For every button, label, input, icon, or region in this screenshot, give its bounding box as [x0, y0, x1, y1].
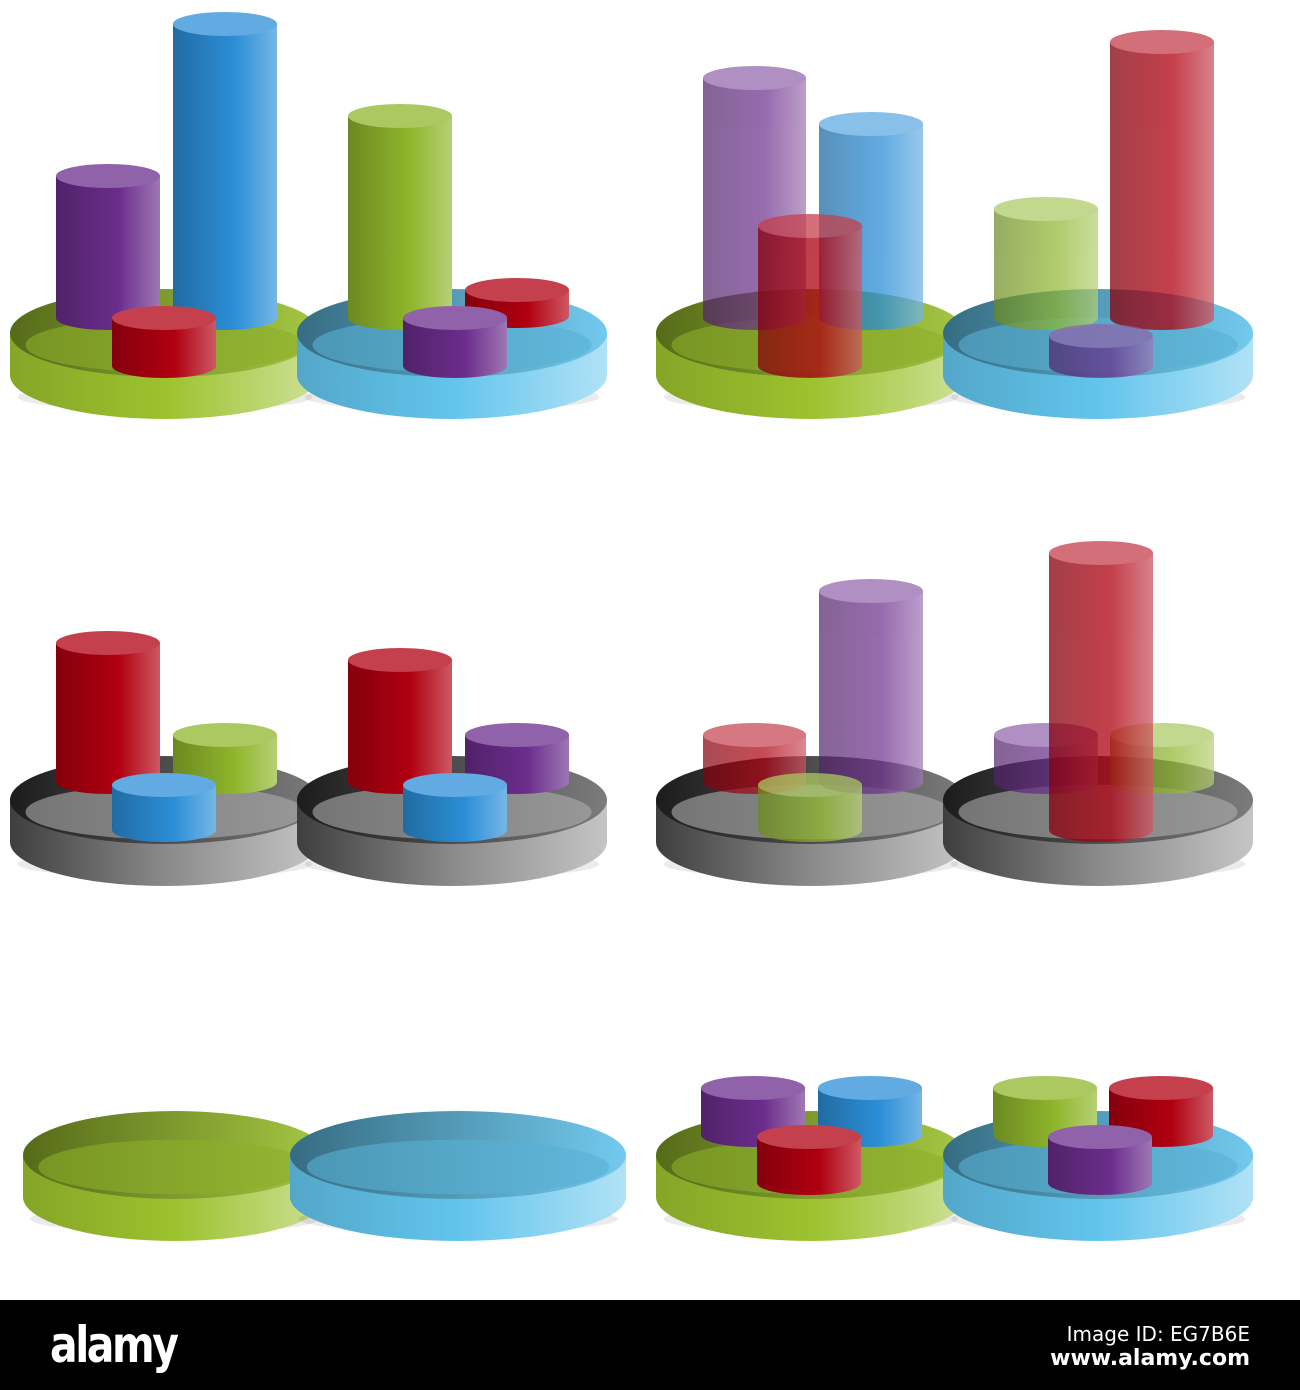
cylinder-body [403, 318, 507, 378]
cylinder-top [757, 1125, 861, 1149]
cylinder-top [465, 278, 569, 302]
site-url[interactable]: www.alamy.com [1050, 1346, 1250, 1371]
cylinder [758, 214, 862, 378]
alamy-logo: alamy [50, 1316, 179, 1374]
cylinder-body [1049, 553, 1153, 842]
cylinder [758, 773, 862, 842]
cylinder-top [1109, 1076, 1213, 1100]
image-id: Image ID: EG7B6E [1066, 1322, 1250, 1346]
cylinder-top [819, 579, 923, 603]
cylinder-top [348, 104, 452, 128]
cylinder [112, 306, 216, 378]
cylinder-top [1049, 541, 1153, 565]
cylinder [1049, 324, 1153, 378]
cylinder-body [348, 660, 452, 794]
base-disc [290, 1111, 626, 1241]
cylinder-top [1048, 1125, 1152, 1149]
cylinder-body [1049, 336, 1153, 378]
cylinder-body [348, 116, 452, 330]
base-inner [306, 1139, 610, 1195]
cylinder-top [1110, 30, 1214, 54]
cylinder [819, 579, 923, 794]
cylinder-body [819, 591, 923, 794]
cylinder-charts-artwork [10, 12, 1253, 1241]
cylinder-top [993, 1076, 1097, 1100]
cylinder [1049, 541, 1153, 842]
cylinder-top [1049, 324, 1153, 348]
cylinder-top [56, 631, 160, 655]
cylinder [112, 773, 216, 842]
footer-bar: alamy Image ID: EG7B6E www.alamy.com [0, 1300, 1300, 1390]
cylinder [403, 773, 507, 842]
cylinder [56, 631, 160, 794]
cylinder [348, 104, 452, 330]
cylinder-top [112, 773, 216, 797]
cylinder-body [173, 24, 277, 330]
cylinder-top [701, 1076, 805, 1100]
cylinder-body [56, 643, 160, 794]
cylinder-top [819, 112, 923, 136]
cylinder-top [173, 12, 277, 36]
base-disc [23, 1111, 327, 1241]
cylinder-body [403, 785, 507, 842]
cylinder-top [758, 773, 862, 797]
cylinder-body [994, 209, 1098, 330]
cylinder-top [703, 66, 806, 90]
cylinder-top [994, 197, 1098, 221]
cylinder-body [757, 1137, 861, 1195]
cylinder [403, 306, 507, 378]
cylinder [1110, 30, 1214, 330]
cylinder [173, 12, 277, 330]
cylinder-top [758, 214, 862, 238]
cylinder-top [173, 723, 277, 747]
cylinder-body [112, 318, 216, 378]
cylinder-top [56, 164, 160, 188]
cylinder-body [1110, 42, 1214, 330]
cylinder-top [403, 306, 507, 330]
cylinder-top [818, 1076, 922, 1100]
cylinder-body [112, 785, 216, 842]
cylinder [56, 164, 160, 330]
cylinder-top [112, 306, 216, 330]
cylinder [994, 197, 1098, 330]
cylinder-top [403, 773, 507, 797]
cylinder [757, 1125, 861, 1195]
cylinder [1048, 1125, 1152, 1195]
cylinder-body [1048, 1137, 1152, 1195]
cylinder-body [758, 785, 862, 842]
cylinder-top [465, 723, 569, 747]
cylinder-body [56, 176, 160, 330]
base-inner [38, 1139, 312, 1195]
cylinder-top [348, 648, 452, 672]
cylinder [348, 648, 452, 794]
cylinder-body [758, 226, 862, 378]
cylinder-top [703, 723, 806, 747]
